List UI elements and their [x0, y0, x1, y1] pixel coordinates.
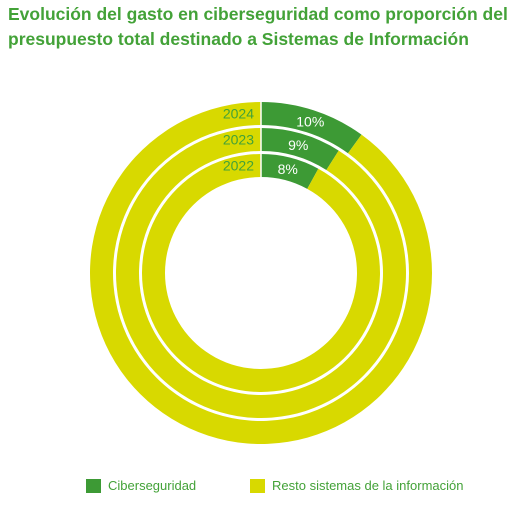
chart-title: Evolución del gasto en ciberseguridad co…: [8, 2, 518, 52]
legend-item-resto: Resto sistemas de la información: [250, 478, 463, 493]
data-label-2022: 8%: [278, 161, 298, 177]
legend-label-ciberseguridad: Ciberseguridad: [108, 478, 197, 493]
series-label-2024: 2024: [223, 106, 254, 122]
legend-swatch-ciberseguridad: [86, 478, 101, 493]
chart-title-line-1: Evolución del gasto en ciberseguridad co…: [8, 4, 508, 24]
series-label-2023: 2023: [223, 132, 254, 148]
slice-2024-ciberseguridad: [261, 102, 362, 154]
legend: Ciberseguridad Resto sistemas de la info…: [0, 478, 526, 498]
series-label-2022: 2022: [223, 158, 254, 174]
data-label-2024: 10%: [296, 113, 324, 129]
legend-swatch-resto: [250, 478, 265, 493]
data-label-2023: 9%: [288, 137, 308, 153]
slice-2022-resto: [141, 154, 380, 392]
legend-item-ciberseguridad: Ciberseguridad: [86, 478, 196, 493]
legend-label-resto: Resto sistemas de la información: [272, 478, 464, 493]
slice-2022-ciberseguridad: [261, 154, 319, 189]
chart-title-line-2: presupuesto total destinado a Sistemas d…: [8, 29, 469, 49]
slice-2023-ciberseguridad: [261, 128, 339, 170]
